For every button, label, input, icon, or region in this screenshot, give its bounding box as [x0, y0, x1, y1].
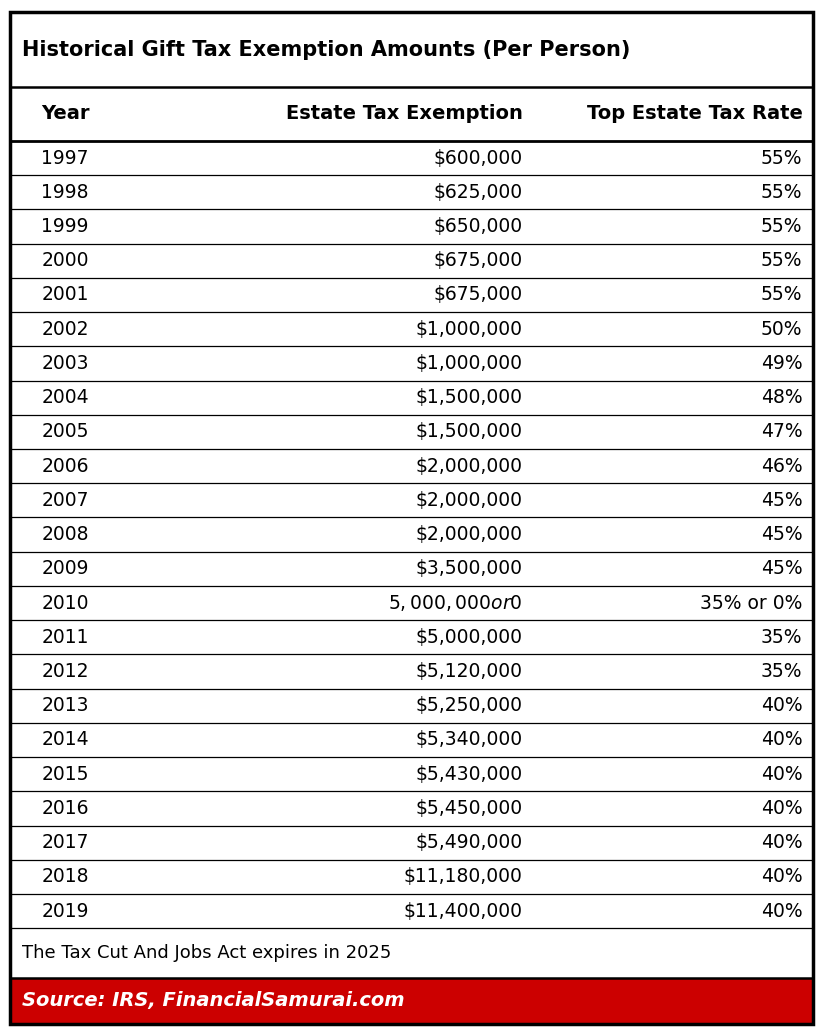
Text: 46%: 46%: [760, 457, 802, 476]
Text: $1,500,000: $1,500,000: [416, 388, 523, 407]
Text: $675,000: $675,000: [434, 251, 523, 270]
Text: 40%: 40%: [760, 901, 802, 921]
Text: $625,000: $625,000: [434, 182, 523, 202]
Text: 2006: 2006: [41, 457, 89, 476]
Text: 1997: 1997: [41, 148, 89, 168]
Text: 40%: 40%: [760, 696, 802, 715]
Text: 2019: 2019: [41, 901, 89, 921]
Text: 2014: 2014: [41, 730, 89, 749]
Text: 50%: 50%: [761, 320, 802, 339]
Text: $5,000,000: $5,000,000: [416, 628, 523, 646]
Text: $2,000,000: $2,000,000: [416, 457, 523, 476]
Text: 48%: 48%: [760, 388, 802, 407]
Text: The Tax Cut And Jobs Act expires in 2025: The Tax Cut And Jobs Act expires in 2025: [22, 944, 392, 962]
Text: $600,000: $600,000: [434, 148, 523, 168]
Text: 40%: 40%: [760, 730, 802, 749]
Text: 2009: 2009: [41, 559, 89, 578]
Text: $675,000: $675,000: [434, 286, 523, 305]
Text: Top Estate Tax Rate: Top Estate Tax Rate: [587, 105, 802, 123]
Text: 55%: 55%: [761, 148, 802, 168]
Text: 2003: 2003: [41, 354, 89, 373]
Text: 49%: 49%: [760, 354, 802, 373]
Text: 2015: 2015: [41, 765, 89, 783]
Text: 55%: 55%: [761, 286, 802, 305]
Text: 2002: 2002: [41, 320, 89, 339]
Text: $2,000,000: $2,000,000: [416, 491, 523, 510]
Text: Estate Tax Exemption: Estate Tax Exemption: [286, 105, 523, 123]
Text: 40%: 40%: [760, 799, 802, 818]
Text: 40%: 40%: [760, 765, 802, 783]
Text: 2017: 2017: [41, 833, 89, 853]
Text: 1998: 1998: [41, 182, 89, 202]
Text: 2018: 2018: [41, 867, 89, 887]
Text: 2010: 2010: [41, 594, 89, 612]
Bar: [10, 978, 813, 1024]
Text: 45%: 45%: [760, 491, 802, 510]
Text: 45%: 45%: [760, 525, 802, 544]
Text: $5,250,000: $5,250,000: [416, 696, 523, 715]
Text: $5,450,000: $5,450,000: [416, 799, 523, 818]
Text: $5,120,000: $5,120,000: [416, 662, 523, 681]
Text: 35% or 0%: 35% or 0%: [700, 594, 802, 612]
Text: 55%: 55%: [761, 182, 802, 202]
Text: $5,430,000: $5,430,000: [416, 765, 523, 783]
Text: Historical Gift Tax Exemption Amounts (Per Person): Historical Gift Tax Exemption Amounts (P…: [22, 39, 630, 60]
Text: Year: Year: [41, 105, 90, 123]
Text: $11,400,000: $11,400,000: [403, 901, 523, 921]
Text: 2012: 2012: [41, 662, 89, 681]
Text: $3,500,000: $3,500,000: [416, 559, 523, 578]
Text: $1,000,000: $1,000,000: [416, 320, 523, 339]
Text: $11,180,000: $11,180,000: [404, 867, 523, 887]
Text: 40%: 40%: [760, 833, 802, 853]
Text: 2001: 2001: [41, 286, 89, 305]
Text: $650,000: $650,000: [434, 217, 523, 236]
Text: 35%: 35%: [761, 628, 802, 646]
Text: 2011: 2011: [41, 628, 89, 646]
Text: $2,000,000: $2,000,000: [416, 525, 523, 544]
Text: 55%: 55%: [761, 217, 802, 236]
Text: 47%: 47%: [760, 423, 802, 441]
Text: 2007: 2007: [41, 491, 89, 510]
Text: $5,000,000 or $0: $5,000,000 or $0: [388, 593, 523, 613]
Text: 2008: 2008: [41, 525, 89, 544]
Text: $1,500,000: $1,500,000: [416, 423, 523, 441]
Text: 2000: 2000: [41, 251, 89, 270]
Text: 2004: 2004: [41, 388, 89, 407]
Text: Source: IRS, FinancialSamurai.com: Source: IRS, FinancialSamurai.com: [22, 991, 405, 1010]
Text: 40%: 40%: [760, 867, 802, 887]
Text: 35%: 35%: [761, 662, 802, 681]
Text: 45%: 45%: [760, 559, 802, 578]
Text: 2013: 2013: [41, 696, 89, 715]
Text: $5,340,000: $5,340,000: [416, 730, 523, 749]
Text: 55%: 55%: [761, 251, 802, 270]
Text: 2016: 2016: [41, 799, 89, 818]
Text: 2005: 2005: [41, 423, 89, 441]
Text: 1999: 1999: [41, 217, 89, 236]
Text: $1,000,000: $1,000,000: [416, 354, 523, 373]
Text: $5,490,000: $5,490,000: [416, 833, 523, 853]
